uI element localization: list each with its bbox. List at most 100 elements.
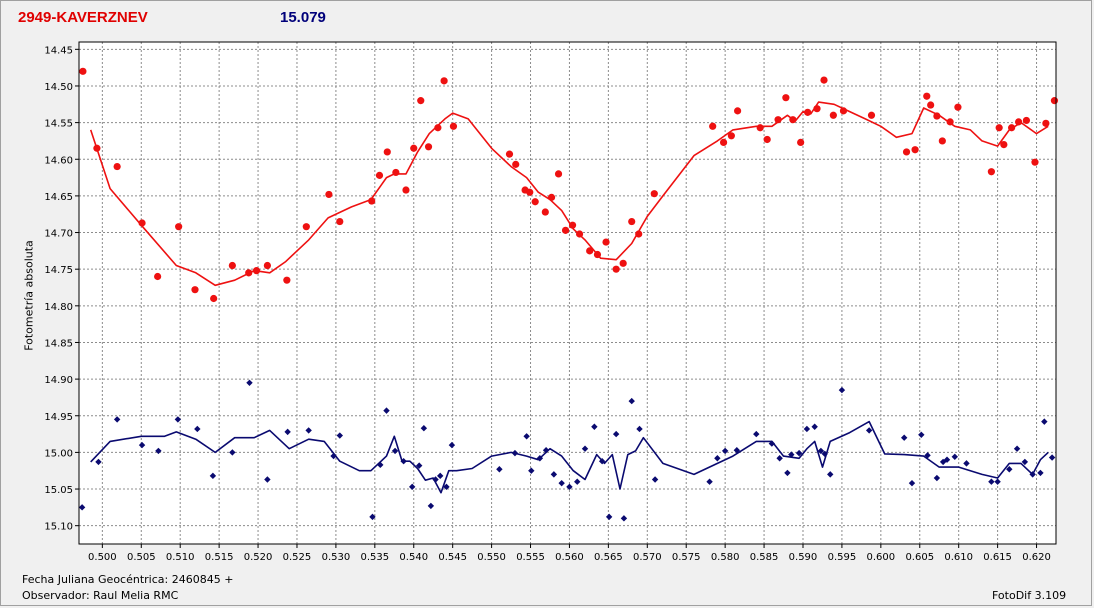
comparison-point <box>369 513 376 521</box>
x-tick-label: 0.500 <box>88 552 117 563</box>
variable-point <box>1042 119 1050 127</box>
comparison-point <box>951 453 958 460</box>
variable-point <box>635 230 643 238</box>
variable-point <box>1031 158 1039 166</box>
x-tick-label: 0.575 <box>672 552 701 563</box>
variable-point <box>561 226 570 234</box>
variable-point <box>820 76 828 84</box>
variable-point <box>789 116 797 124</box>
comparison-point <box>284 428 291 436</box>
comparison-point <box>138 441 146 449</box>
variable-point <box>526 188 534 196</box>
x-tick-label: 0.540 <box>399 552 428 563</box>
y-tick-label: 15.05 <box>44 485 73 496</box>
comparison-point <box>246 379 253 386</box>
variable-average-line <box>89 101 1049 287</box>
variable-point <box>782 94 790 102</box>
comparison-point <box>788 451 795 458</box>
comparison-point <box>391 447 399 455</box>
variable-point <box>402 186 410 194</box>
variable-point <box>911 146 919 154</box>
comparison-point <box>511 449 519 457</box>
y-tick-label: 15.00 <box>44 448 73 459</box>
variable-point <box>434 124 442 132</box>
x-tick-label: 0.550 <box>477 552 506 563</box>
y-tick-label: 14.75 <box>44 265 73 276</box>
variable-point <box>93 144 101 152</box>
comparison-point <box>229 449 236 456</box>
comparison-point <box>420 425 428 432</box>
x-tick-label: 0.620 <box>1022 552 1051 563</box>
average-lines <box>89 101 1049 494</box>
y-tick-label: 14.85 <box>44 338 73 349</box>
x-tick-label: 0.515 <box>205 552 234 563</box>
comparison-point <box>811 423 818 430</box>
comparison-point <box>924 452 931 459</box>
comparison-point <box>209 472 217 480</box>
comparison-point <box>651 476 659 483</box>
variable-point <box>175 223 183 231</box>
variable-point <box>867 111 876 119</box>
variable-point <box>804 108 812 116</box>
comparison-point <box>536 455 544 462</box>
comparison-point <box>628 397 635 405</box>
x-tick-label: 0.510 <box>166 552 195 563</box>
plot-area <box>79 42 1056 544</box>
x-tick-label: 0.530 <box>322 552 351 563</box>
variable-point <box>575 230 584 238</box>
variable-point <box>733 107 742 115</box>
y-tick-label: 14.80 <box>44 302 73 313</box>
variable-point <box>336 217 344 226</box>
variable-point <box>1022 116 1031 125</box>
x-tick-label: 0.585 <box>750 552 779 563</box>
mean-value-label: 15.079 <box>280 9 326 26</box>
comparison-point <box>194 425 201 433</box>
comparison-point <box>400 457 407 465</box>
variable-point <box>302 223 310 231</box>
variable-point <box>586 247 594 255</box>
comparison-point <box>784 469 791 477</box>
comparison-point <box>443 483 450 491</box>
object-name-label: 2949-KAVERZNEV <box>18 9 148 26</box>
comparison-point <box>988 478 995 485</box>
x-tick-label: 0.605 <box>905 552 934 563</box>
comparison-point <box>574 478 581 485</box>
variable-point <box>113 162 121 171</box>
variable-point <box>756 124 764 132</box>
comparison-point <box>377 461 384 469</box>
comparison-point <box>753 430 760 438</box>
variable-point <box>902 148 911 156</box>
variable-point <box>619 259 627 267</box>
variable-point <box>245 269 253 277</box>
variable-point <box>628 217 636 226</box>
software-version-label: FotoDif 3.109 <box>992 589 1067 602</box>
variable-point <box>283 276 291 284</box>
variable-point <box>709 122 717 130</box>
comparison-point <box>721 447 729 455</box>
variable-point <box>927 101 935 109</box>
comparison-point <box>566 483 573 491</box>
comparison-point <box>174 416 182 423</box>
variable-point <box>417 97 425 105</box>
comparison-point <box>95 458 102 466</box>
comparison-point <box>113 416 121 423</box>
variable-point <box>424 143 433 151</box>
x-tick-label: 0.520 <box>244 552 273 563</box>
comparison-point <box>427 502 435 510</box>
comparison-point <box>155 447 162 455</box>
x-tick-label: 0.535 <box>361 552 390 563</box>
variable-point <box>512 160 520 168</box>
y-tick-label: 14.55 <box>44 119 73 130</box>
variable-point <box>252 267 261 275</box>
variable-point <box>954 103 962 111</box>
comparison-point <box>994 478 1001 485</box>
variable-point <box>368 197 376 205</box>
variable-point <box>1050 97 1059 105</box>
comparison-point <box>908 479 916 487</box>
variable-point <box>531 198 539 206</box>
variable-point <box>612 265 620 273</box>
comparison-point <box>795 449 803 457</box>
comparison-point <box>550 471 558 478</box>
comparison-point <box>336 432 343 439</box>
